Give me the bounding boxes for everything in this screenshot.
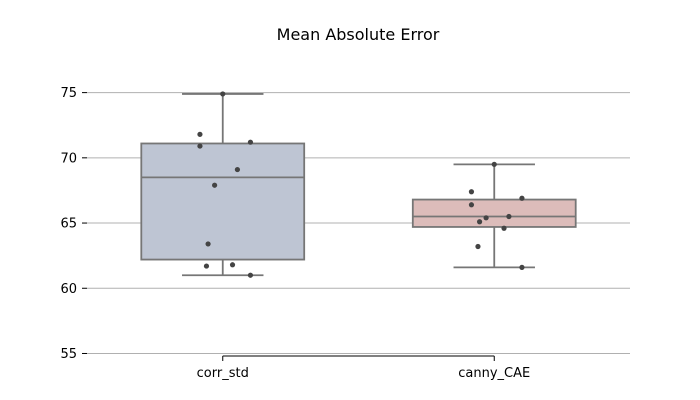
x-axis: corr_std canny_CAE	[197, 355, 530, 381]
data-point	[468, 202, 475, 208]
data-point	[203, 263, 210, 269]
y-tick-label: 70	[60, 151, 77, 166]
data-point	[197, 143, 203, 149]
chart-title: Mean Absolute Error	[277, 25, 440, 44]
data-point	[476, 219, 483, 225]
data-point	[229, 262, 236, 268]
data-point	[247, 272, 254, 278]
x-tick-label: corr_std	[197, 366, 249, 381]
data-point	[468, 189, 475, 195]
boxes	[140, 93, 577, 277]
x-tick-label: canny_CAE	[458, 366, 530, 381]
box-canny_CAE	[411, 198, 577, 228]
data-point	[483, 215, 489, 221]
data-point	[220, 91, 226, 97]
y-tick-label: 75	[60, 86, 77, 101]
y-tick-label: 65	[60, 217, 77, 232]
data-point	[475, 243, 481, 250]
data-point	[247, 139, 254, 145]
data-point	[506, 213, 512, 220]
data-point	[205, 241, 211, 247]
y-axis: 55 60 65 70 75	[60, 86, 87, 362]
y-tick-label: 55	[60, 347, 77, 362]
data-point	[212, 182, 218, 188]
y-tick-label: 60	[60, 282, 77, 297]
data-point	[519, 264, 525, 270]
data-point	[519, 195, 525, 201]
data-point	[491, 161, 497, 167]
box-corr_std	[140, 142, 306, 261]
data-point	[234, 166, 241, 173]
data-point	[197, 131, 203, 137]
data-point	[501, 225, 507, 231]
data-points	[197, 91, 525, 278]
